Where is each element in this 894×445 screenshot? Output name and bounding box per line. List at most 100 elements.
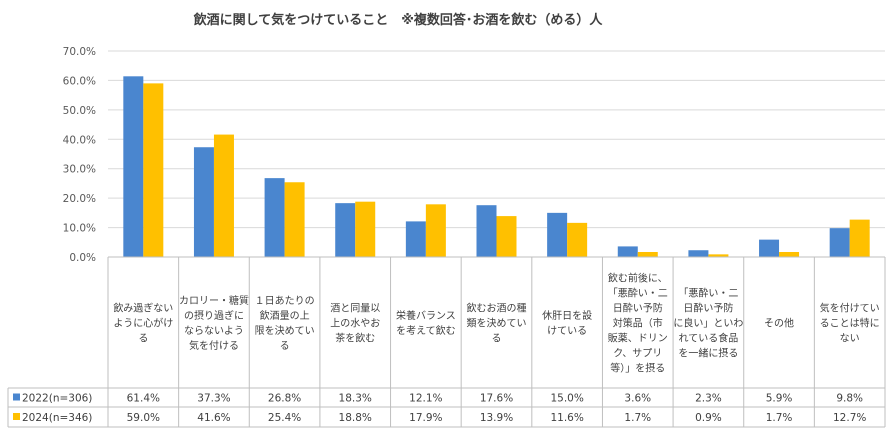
- data-label: 3.6%: [624, 393, 651, 405]
- category-label-line: に良い」といわ: [673, 317, 743, 330]
- category-label: 飲む前後に、「悪酔い・二日酔い予防対策品（市販薬、ドリンク、サプリ等）」を摂る: [608, 272, 668, 375]
- data-label: 18.3%: [339, 393, 372, 405]
- bar-2024-2: [284, 182, 305, 257]
- bar-2022-2: [264, 178, 285, 257]
- category-label-line: 「悪酔い・二: [678, 287, 738, 300]
- category-label-line: れている食品: [679, 332, 739, 345]
- data-label: 1.7%: [766, 412, 793, 424]
- bar-2022-1: [193, 147, 214, 257]
- bar-2024-7: [637, 251, 658, 257]
- category-label: 「悪酔い・二日酔い予防に良い」といわれている食品を一緒に摂る: [673, 287, 743, 360]
- data-table: 飲み過ぎないように心がけるカロリー・糖質の摂り過ぎにならないよう気を付ける１日あ…: [7, 256, 886, 428]
- data-label: 18.8%: [339, 412, 372, 424]
- chart-gridlines: [108, 50, 885, 229]
- bar-2024-3: [355, 201, 376, 257]
- category-label-line: る: [492, 333, 502, 345]
- bar-2022-8: [688, 250, 709, 257]
- data-label: 9.8%: [836, 393, 863, 405]
- category-label-line: 対策品（市: [613, 317, 663, 330]
- y-tick-label: 0.0%: [69, 252, 96, 264]
- data-label: 2.3%: [695, 393, 722, 405]
- bar-2022-3: [335, 203, 356, 257]
- y-tick-label: 10.0%: [63, 223, 96, 235]
- chart-bars: [123, 76, 870, 258]
- bar-2022-9: [759, 239, 780, 257]
- y-tick-label: 70.0%: [63, 46, 96, 58]
- category-label-line: 飲酒量の上: [260, 309, 310, 322]
- category-label-line: 気を付けてい: [820, 302, 880, 315]
- data-label: 12.7%: [833, 412, 866, 424]
- category-label-line: ない: [840, 333, 860, 345]
- y-tick-label: 50.0%: [63, 105, 96, 117]
- category-label: １日あたりの飲酒量の上限を決めている: [255, 295, 315, 352]
- legend-swatch: [13, 393, 20, 401]
- bar-2024-0: [143, 83, 164, 257]
- data-label: 25.4%: [268, 412, 301, 424]
- bar-2024-8: [708, 254, 729, 257]
- category-label-line: 日酔い予防: [683, 302, 733, 315]
- category-label-line: 上の水やお: [330, 318, 380, 330]
- bar-2024-1: [213, 134, 234, 257]
- bar-2024-4: [425, 204, 446, 257]
- category-label-line: その他: [764, 317, 794, 330]
- data-label: 59.0%: [127, 412, 160, 424]
- category-label-line: 飲む前後に、: [608, 272, 668, 285]
- data-label: 1.7%: [624, 412, 651, 424]
- legend-swatch: [13, 413, 20, 420]
- data-label: 26.8%: [268, 393, 301, 405]
- category-label-line: けている: [547, 325, 587, 337]
- category-label: 飲み過ぎないように心がける: [113, 302, 173, 345]
- category-label-line: 飲むお酒の種: [467, 302, 527, 315]
- y-axis: 0.0% 10.0% 20.0% 30.0% 40.0% 50.0% 60.0% 70.0%: [63, 46, 96, 264]
- category-label-line: を考えて飲む: [396, 324, 456, 337]
- data-label: 17.9%: [409, 412, 442, 424]
- y-tick-label: 20.0%: [63, 193, 96, 205]
- legend-label: 2022(n=306): [22, 393, 92, 405]
- bar-2022-0: [123, 76, 144, 258]
- bar-2022-5: [476, 205, 497, 257]
- data-label: 0.9%: [695, 412, 722, 424]
- data-label: 12.1%: [409, 393, 442, 405]
- category-label: 栄養バランスを考えて飲む: [396, 309, 456, 337]
- data-label: 5.9%: [766, 393, 793, 405]
- category-label-line: ように心がけ: [113, 317, 173, 330]
- category-label-line: カロリー・糖質: [179, 294, 249, 307]
- bar-2024-10: [849, 219, 870, 257]
- bar-2024-5: [496, 216, 517, 257]
- category-label: 酒と同量以上の水やお茶を飲む: [330, 303, 380, 345]
- category-label-line: を一緒に摂る: [678, 347, 738, 360]
- category-label-line: 飲み過ぎない: [113, 302, 173, 315]
- bar-2024-9: [779, 251, 800, 257]
- y-tick-label: 40.0%: [63, 134, 96, 146]
- category-label: その他: [764, 317, 794, 330]
- legend-label: 2024(n=346): [22, 412, 92, 424]
- data-label: 41.6%: [197, 412, 230, 424]
- category-label: 飲むお酒の種類を決めている: [467, 302, 527, 345]
- category-label: カロリー・糖質の摂り過ぎにならないよう気を付ける: [179, 294, 249, 352]
- category-label-line: 休肝日を設: [542, 309, 592, 322]
- category-label-line: ク、サプリ: [613, 348, 662, 360]
- category-label-line: 「悪酔い・二: [608, 287, 668, 300]
- category-label-line: 気を付ける: [189, 339, 239, 352]
- bar-2024-6: [567, 222, 588, 257]
- category-label-line: ならないよう: [184, 325, 244, 337]
- category-label-line: 限を決めてい: [255, 325, 315, 337]
- bar-2022-7: [617, 246, 638, 257]
- category-label-line: 栄養バランス: [396, 309, 456, 322]
- data-label: 61.4%: [127, 393, 160, 405]
- data-label: 11.6%: [550, 412, 583, 424]
- data-label: 13.9%: [480, 412, 513, 424]
- category-label: 気を付けていることは特にない: [820, 302, 880, 345]
- category-label-line: ることは特に: [820, 318, 880, 330]
- bar-2022-6: [547, 212, 568, 257]
- category-label-line: 酒と同量以: [330, 303, 380, 315]
- category-label-line: 日酔い予防: [613, 302, 663, 315]
- category-label-line: る: [138, 333, 148, 345]
- chart-title: 飲酒に関して気をつけていること ※複数回答･お酒を飲む（める）人: [193, 12, 604, 28]
- data-label: 37.3%: [197, 393, 230, 405]
- category-label-line: 販薬、ドリン: [608, 333, 668, 345]
- y-tick-label: 30.0%: [63, 164, 96, 176]
- y-tick-label: 60.0%: [63, 75, 96, 87]
- bar-2022-4: [405, 221, 426, 257]
